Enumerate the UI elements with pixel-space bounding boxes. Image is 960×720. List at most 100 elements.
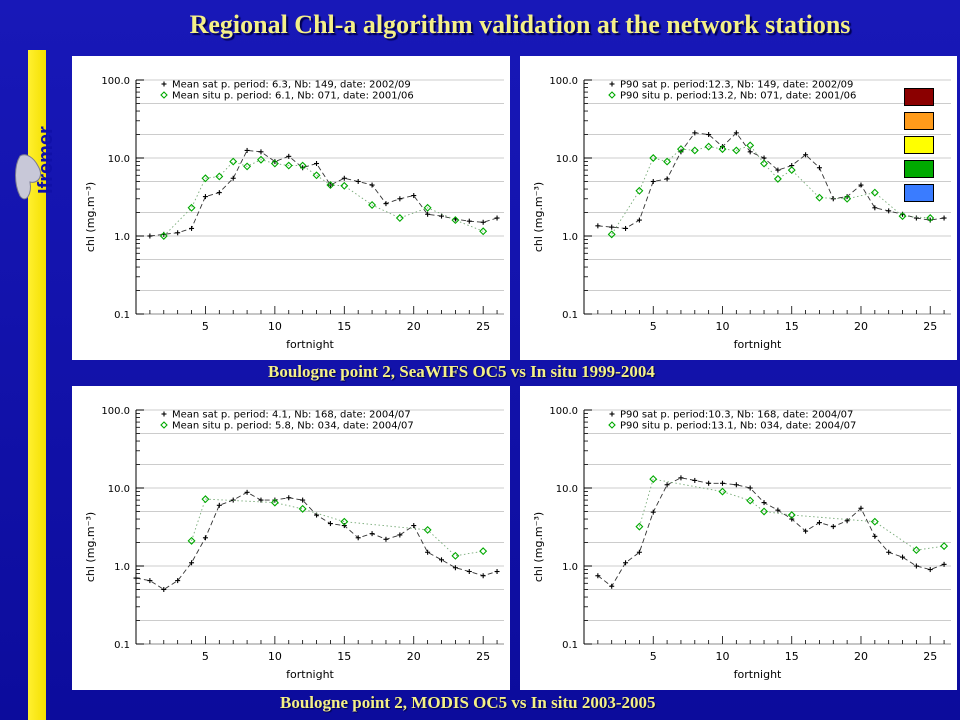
data-point-plus xyxy=(494,569,500,575)
chart-1: 100.0 10.0 1.0 0.1 5 10 15 20 25 fortnight chl (mg… xyxy=(532,76,951,351)
y-tick-label: 0.1 xyxy=(562,640,578,651)
x-tick-label: 20 xyxy=(854,650,868,663)
data-point-plus xyxy=(230,175,236,181)
data-point-diamond xyxy=(912,546,921,555)
data-point-diamond xyxy=(649,154,658,162)
data-point-plus xyxy=(650,178,656,184)
data-point-plus xyxy=(466,569,472,575)
ifremer-logo: Ifremer xyxy=(15,126,57,200)
data-point-plus xyxy=(175,578,181,584)
data-point-plus xyxy=(623,560,629,566)
data-point-plus xyxy=(383,536,389,542)
data-point-diamond xyxy=(423,525,432,534)
data-point-diamond xyxy=(760,507,769,516)
data-point-diamond xyxy=(870,188,879,197)
data-point-diamond xyxy=(201,495,210,504)
data-point-diamond xyxy=(340,517,349,526)
data-point-plus xyxy=(816,520,822,526)
data-point-plus xyxy=(425,211,431,217)
series-line-0 xyxy=(597,477,945,587)
data-point-diamond xyxy=(298,161,307,170)
data-point-plus xyxy=(927,567,933,573)
chart-3: 100.0 10.0 1.0 0.1 5 10 15 20 25 fortnight chl (mg… xyxy=(532,406,951,681)
legend-marker-plus xyxy=(161,81,167,87)
legend-entry: Mean sat p. period: 6.3, Nb: 149, date: … xyxy=(172,80,411,91)
swatch-dark-red xyxy=(904,88,934,106)
y-axis-label: chl (mg.m⁻³) xyxy=(532,512,545,582)
data-point-plus xyxy=(623,225,629,231)
data-point-plus xyxy=(258,149,264,155)
data-point-plus xyxy=(941,215,947,221)
data-point-plus xyxy=(258,497,264,503)
data-point-diamond xyxy=(451,551,460,560)
legend-entry: Mean situ p. period: 6.1, Nb: 071, date:… xyxy=(172,91,414,102)
data-point-plus xyxy=(719,480,725,486)
data-point-diamond xyxy=(201,174,210,183)
data-point-diamond xyxy=(773,174,782,183)
x-tick-label: 5 xyxy=(650,320,657,333)
data-point-plus xyxy=(664,482,670,488)
data-point-diamond xyxy=(635,186,644,195)
data-point-diamond xyxy=(243,162,252,171)
data-point-diamond xyxy=(704,142,713,151)
x-tick-label: 25 xyxy=(923,320,937,333)
data-point-diamond xyxy=(635,522,644,531)
data-point-plus xyxy=(872,533,878,539)
series-line-1 xyxy=(638,478,945,551)
data-point-plus xyxy=(355,178,361,184)
data-point-diamond xyxy=(340,181,349,190)
data-point-diamond xyxy=(732,146,741,155)
data-point-plus xyxy=(595,573,601,579)
data-point-diamond xyxy=(690,146,699,155)
data-point-diamond xyxy=(187,203,196,212)
wave-icon xyxy=(15,154,41,200)
data-point-diamond xyxy=(940,542,949,551)
caption-modis: Boulogne point 2, MODIS OC5 vs In situ 2… xyxy=(280,693,656,712)
data-point-diamond xyxy=(395,214,404,223)
data-point-diamond xyxy=(746,141,755,150)
data-point-plus xyxy=(706,132,712,138)
data-point-plus xyxy=(706,480,712,486)
data-point-plus xyxy=(439,557,445,563)
y-tick-label: 100.0 xyxy=(101,406,130,417)
data-point-plus xyxy=(858,182,864,188)
data-point-diamond xyxy=(607,230,616,239)
data-point-plus xyxy=(314,161,320,167)
y-tick-label: 10.0 xyxy=(108,484,130,495)
data-point-plus xyxy=(397,532,403,538)
data-point-plus xyxy=(886,208,892,214)
legend-marker-diamond xyxy=(608,421,616,429)
data-point-plus xyxy=(900,554,906,560)
page-title: Regional Chl-a algorithm validation at t… xyxy=(189,10,851,39)
legend-marker-diamond xyxy=(608,91,616,99)
x-tick-label: 10 xyxy=(715,650,729,663)
legend-entry: Mean situ p. period: 5.8, Nb: 034, date:… xyxy=(172,421,414,432)
data-point-diamond xyxy=(663,157,672,166)
data-point-plus xyxy=(369,531,375,537)
data-point-plus xyxy=(202,535,208,541)
series-line-1 xyxy=(611,144,931,235)
data-point-plus xyxy=(692,130,698,136)
data-point-diamond xyxy=(451,216,460,225)
legend-entry: P90 sat p. period:12.3, Nb: 149, date: 2… xyxy=(620,80,853,91)
data-point-plus xyxy=(244,147,250,153)
data-point-plus xyxy=(886,549,892,555)
y-tick-label: 100.0 xyxy=(549,406,578,417)
data-point-plus xyxy=(175,230,181,236)
data-point-plus xyxy=(411,523,417,529)
series-line-1 xyxy=(191,498,484,557)
data-point-plus xyxy=(425,549,431,555)
data-point-diamond xyxy=(159,232,168,240)
data-point-diamond xyxy=(326,181,335,190)
data-point-plus xyxy=(355,535,361,541)
data-point-diamond xyxy=(270,159,279,168)
data-point-diamond xyxy=(718,145,727,154)
data-point-plus xyxy=(872,205,878,211)
swatch-green xyxy=(904,160,934,178)
data-point-diamond xyxy=(298,504,307,513)
data-point-diamond xyxy=(312,171,321,180)
brand-yellow-bar xyxy=(28,50,46,720)
data-point-plus xyxy=(913,215,919,221)
chart-panel-top-right: 100.0 10.0 1.0 0.1 5 10 15 20 25 fortnight chl (mg… xyxy=(520,56,957,360)
